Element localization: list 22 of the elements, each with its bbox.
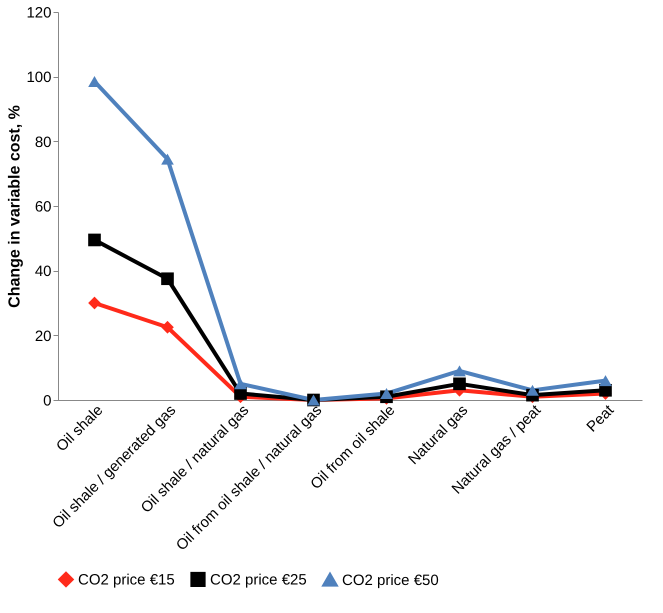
point (234, 378, 247, 390)
y-tick-label: 40 (34, 263, 52, 280)
point (161, 154, 174, 165)
y-tick-label: 100 (26, 69, 52, 86)
y-tick-label: 120 (26, 4, 52, 22)
point (453, 365, 466, 376)
point (599, 375, 612, 386)
y-tick-label: 60 (34, 198, 52, 216)
point (88, 234, 101, 246)
y-axis-title: Change in variable cost, % (6, 105, 24, 308)
point (380, 388, 393, 400)
point (453, 378, 466, 390)
y-tick-label: 20 (34, 328, 52, 345)
legend-label: CO2 price €50 (342, 572, 439, 589)
legend-label: CO2 price €25 (210, 571, 307, 588)
legend-label: CO2 price €15 (78, 571, 175, 588)
y-tick-label: 80 (34, 134, 52, 151)
point (88, 296, 101, 310)
point (161, 320, 174, 334)
y-tick-label: 0 (43, 392, 52, 410)
point (161, 272, 174, 286)
point (526, 384, 539, 396)
